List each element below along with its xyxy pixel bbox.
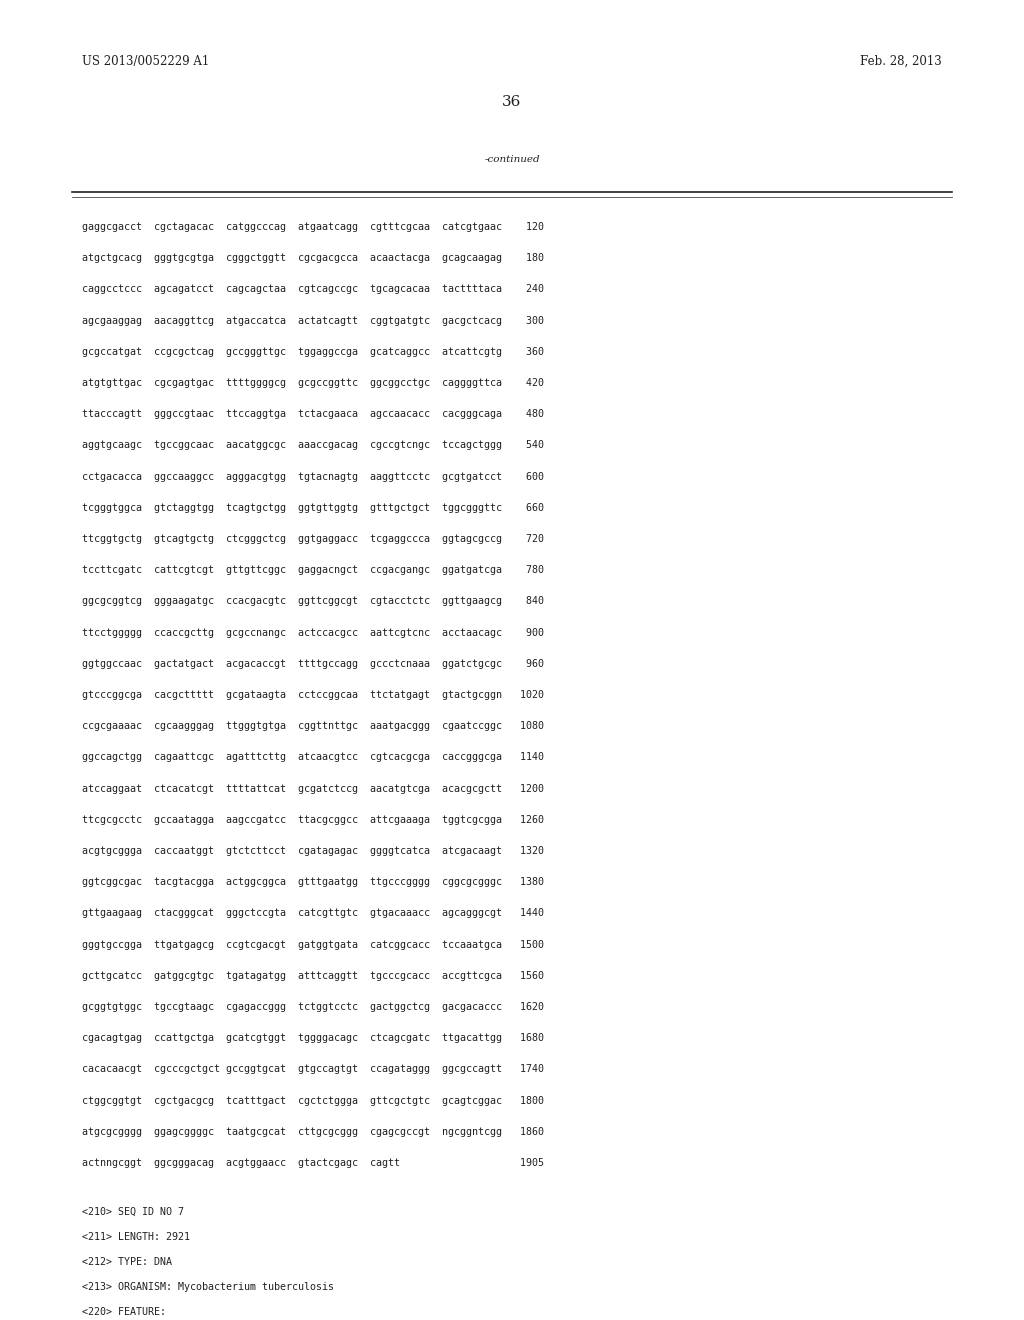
Text: atgctgcacg  gggtgcgtga  cgggctggtt  cgcgacgcca  acaactacga  gcagcaagag    180: atgctgcacg gggtgcgtga cgggctggtt cgcgacg… [82,253,544,263]
Text: gaggcgacct  cgctagacac  catggcccag  atgaatcagg  cgtttcgcaa  catcgtgaac    120: gaggcgacct cgctagacac catggcccag atgaatc… [82,222,544,232]
Text: <211> LENGTH: 2921: <211> LENGTH: 2921 [82,1232,190,1242]
Text: atgtgttgac  cgcgagtgac  ttttggggcg  gcgccggttc  ggcggcctgc  caggggttca    420: atgtgttgac cgcgagtgac ttttggggcg gcgccgg… [82,378,544,388]
Text: ttcgcgcctc  gccaatagga  aagccgatcc  ttacgcggcc  attcgaaaga  tggtcgcgga   1260: ttcgcgcctc gccaatagga aagccgatcc ttacgcg… [82,814,544,825]
Text: gttgaagaag  ctacgggcat  gggctccgta  catcgttgtc  gtgacaaacc  agcagggcgt   1440: gttgaagaag ctacgggcat gggctccgta catcgtt… [82,908,544,919]
Text: ctggcggtgt  cgctgacgcg  tcatttgact  cgctctggga  gttcgctgtc  gcagtcggac   1800: ctggcggtgt cgctgacgcg tcatttgact cgctctg… [82,1096,544,1106]
Text: agcgaaggag  aacaggttcg  atgaccatca  actatcagtt  cggtgatgtc  gacgctcacg    300: agcgaaggag aacaggttcg atgaccatca actatca… [82,315,544,326]
Text: -continued: -continued [484,154,540,164]
Text: Feb. 28, 2013: Feb. 28, 2013 [860,55,942,69]
Text: <212> TYPE: DNA: <212> TYPE: DNA [82,1257,172,1267]
Text: ggtggccaac  gactatgact  acgacaccgt  ttttgccagg  gccctcnaaa  ggatctgcgc    960: ggtggccaac gactatgact acgacaccgt ttttgcc… [82,659,544,669]
Text: 36: 36 [503,95,521,110]
Text: ggccagctgg  cagaattcgc  agatttcttg  atcaacgtcc  cgtcacgcga  caccgggcga   1140: ggccagctgg cagaattcgc agatttcttg atcaacg… [82,752,544,763]
Text: cgacagtgag  ccattgctga  gcatcgtggt  tggggacagc  ctcagcgatc  ttgacattgg   1680: cgacagtgag ccattgctga gcatcgtggt tggggac… [82,1034,544,1043]
Text: aggtgcaagc  tgccggcaac  aacatggcgc  aaaccgacag  cgccgtcngc  tccagctggg    540: aggtgcaagc tgccggcaac aacatggcgc aaaccga… [82,441,544,450]
Text: gcggtgtggc  tgccgtaagc  cgagaccggg  tctggtcctc  gactggctcg  gacgacaccc   1620: gcggtgtggc tgccgtaagc cgagaccggg tctggtc… [82,1002,544,1012]
Text: cctgacacca  ggccaaggcc  agggacgtgg  tgtacnagtg  aaggttcctc  gcgtgatcct    600: cctgacacca ggccaaggcc agggacgtgg tgtacna… [82,471,544,482]
Text: ccgcgaaaac  cgcaagggag  ttgggtgtga  cggttnttgc  aaatgacggg  cgaatccggc   1080: ccgcgaaaac cgcaagggag ttgggtgtga cggttnt… [82,721,544,731]
Text: ggcgcggtcg  gggaagatgc  ccacgacgtc  ggttcggcgt  cgtacctctc  ggttgaagcg    840: ggcgcggtcg gggaagatgc ccacgacgtc ggttcgg… [82,597,544,606]
Text: gcgccatgat  ccgcgctcag  gccgggttgc  tggaggccga  gcatcaggcc  atcattcgtg    360: gcgccatgat ccgcgctcag gccgggttgc tggaggc… [82,347,544,356]
Text: ttcggtgctg  gtcagtgctg  ctcgggctcg  ggtgaggacc  tcgaggccca  ggtagcgccg    720: ttcggtgctg gtcagtgctg ctcgggctcg ggtgagg… [82,535,544,544]
Text: US 2013/0052229 A1: US 2013/0052229 A1 [82,55,209,69]
Text: ggtcggcgac  tacgtacgga  actggcggca  gtttgaatgg  ttgcccgggg  cggcgcgggc   1380: ggtcggcgac tacgtacgga actggcggca gtttgaa… [82,878,544,887]
Text: <213> ORGANISM: Mycobacterium tuberculosis: <213> ORGANISM: Mycobacterium tuberculos… [82,1282,334,1292]
Text: <210> SEQ ID NO 7: <210> SEQ ID NO 7 [82,1208,184,1217]
Text: tccttcgatc  cattcgtcgt  gttgttcggc  gaggacngct  ccgacgangc  ggatgatcga    780: tccttcgatc cattcgtcgt gttgttcggc gaggacn… [82,565,544,576]
Text: gggtgccgga  ttgatgagcg  ccgtcgacgt  gatggtgata  catcggcacc  tccaaatgca   1500: gggtgccgga ttgatgagcg ccgtcgacgt gatggtg… [82,940,544,949]
Text: ttacccagtt  gggccgtaac  ttccaggtga  tctacgaaca  agccaacacc  cacgggcaga    480: ttacccagtt gggccgtaac ttccaggtga tctacga… [82,409,544,420]
Text: <220> FEATURE:: <220> FEATURE: [82,1307,166,1317]
Text: tcgggtggca  gtctaggtgg  tcagtgctgg  ggtgttggtg  gtttgctgct  tggcgggttc    660: tcgggtggca gtctaggtgg tcagtgctgg ggtgttg… [82,503,544,512]
Text: atgcgcgggg  ggagcggggc  taatgcgcat  cttgcgcggg  cgagcgccgt  ngcggntcgg   1860: atgcgcgggg ggagcggggc taatgcgcat cttgcgc… [82,1127,544,1137]
Text: ttcctggggg  ccaccgcttg  gcgccnangc  actccacgcc  aattcgtcnc  acctaacagc    900: ttcctggggg ccaccgcttg gcgccnangc actccac… [82,627,544,638]
Text: caggcctccc  agcagatcct  cagcagctaa  cgtcagccgc  tgcagcacaa  tacttttaca    240: caggcctccc agcagatcct cagcagctaa cgtcagc… [82,284,544,294]
Text: gtcccggcga  cacgcttttt  gcgataagta  cctccggcaa  ttctatgagt  gtactgcggn   1020: gtcccggcga cacgcttttt gcgataagta cctccgg… [82,690,544,700]
Text: actnngcggt  ggcgggacag  acgtggaacc  gtactcgagc  cagtt                    1905: actnngcggt ggcgggacag acgtggaacc gtactcg… [82,1158,544,1168]
Text: cacacaacgt  cgcccgctgct gccggtgcat  gtgccagtgt  ccagataggg  ggcgccagtt   1740: cacacaacgt cgcccgctgct gccggtgcat gtgcca… [82,1064,544,1074]
Text: gcttgcatcc  gatggcgtgc  tgatagatgg  atttcaggtt  tgcccgcacc  accgttcgca   1560: gcttgcatcc gatggcgtgc tgatagatgg atttcag… [82,970,544,981]
Text: atccaggaat  ctcacatcgt  ttttattcat  gcgatctccg  aacatgtcga  acacgcgctt   1200: atccaggaat ctcacatcgt ttttattcat gcgatct… [82,784,544,793]
Text: acgtgcggga  caccaatggt  gtctcttcct  cgatagagac  ggggtcatca  atcgacaagt   1320: acgtgcggga caccaatggt gtctcttcct cgataga… [82,846,544,855]
